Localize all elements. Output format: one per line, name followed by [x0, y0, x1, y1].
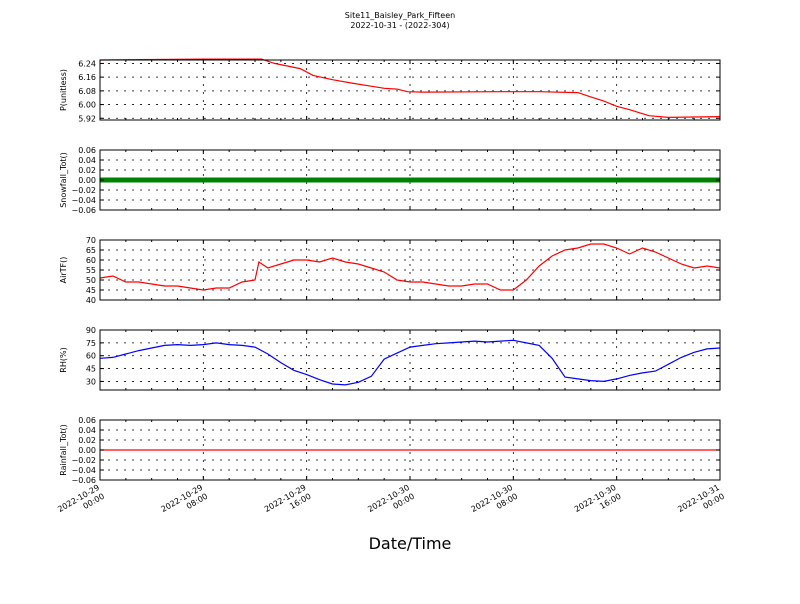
y-tick-label: 60 [86, 256, 96, 265]
chart-subtitle: 2022-10-31 - (2022-304) [350, 21, 450, 30]
y-tick-label: 55 [86, 266, 96, 275]
y-axis-label: P(unitless) [59, 69, 68, 111]
panel-5: −0.06−0.04−0.020.000.020.040.06 Rainfall_… [59, 416, 721, 485]
y-axis-label: Snowfall_Tot() [59, 152, 68, 208]
y-tick-label: −0.04 [71, 466, 96, 475]
y-tick-label: 0.00 [78, 176, 96, 185]
x-tick-label: 2022-10-3016:00 [573, 483, 623, 523]
y-axis-label: RH(%) [59, 347, 68, 372]
y-tick-label: 75 [86, 339, 96, 348]
chart-title: Site11_Baisley_Park_Fifteen [344, 11, 456, 20]
panel-4: 30 45 60 75 90 RH(%) [59, 326, 721, 391]
y-tick-label: 0.06 [78, 416, 96, 425]
y-tick-label: 6.00 [78, 101, 96, 110]
y-tick-label: 70 [86, 236, 96, 245]
y-tick-label: 90 [86, 326, 96, 335]
y-tick-label: 6.08 [78, 87, 96, 96]
y-tick-label: 0.00 [78, 446, 96, 455]
y-tick-label: 40 [86, 296, 96, 305]
y-tick-label: 65 [86, 246, 96, 255]
x-tick-label: 2022-10-3100:00 [676, 483, 726, 523]
x-tick-label: 2022-10-2916:00 [263, 483, 313, 523]
series-line [99, 58, 721, 119]
y-tick-label: 0.02 [78, 436, 96, 445]
y-tick-label: 0.02 [78, 166, 96, 175]
y-tick-label: 45 [86, 286, 96, 295]
y-tick-label: 60 [86, 352, 96, 361]
x-tick-label: 2022-10-2900:00 [56, 483, 106, 523]
y-tick-label: 5.92 [78, 114, 96, 123]
y-tick-label: 0.06 [78, 146, 96, 155]
x-tick-label: 2022-10-2908:00 [160, 483, 210, 523]
series-line [99, 339, 721, 386]
x-axis-label: Date/Time [368, 534, 452, 553]
y-tick-label: −0.02 [71, 456, 96, 465]
panel-1: 5.92 6.00 6.08 6.16 6.24 P(unitless) [59, 58, 721, 123]
y-tick-label: −0.06 [71, 476, 96, 485]
panel-2: −0.06−0.04−0.020.000.020.040.06 Snowfall_… [59, 146, 721, 215]
y-axis-label: Rainfall_Tot() [59, 424, 68, 476]
y-tick-label: 30 [86, 377, 96, 386]
x-tick-labels: 2022-10-2900:00 2022-10-2908:00 2022-10-29… [56, 483, 726, 523]
y-tick-label: −0.06 [71, 206, 96, 215]
y-tick-label: 6.24 [78, 59, 96, 68]
y-tick-label: 0.04 [78, 426, 96, 435]
x-tick-label: 2022-10-3008:00 [470, 483, 520, 523]
y-tick-label: 0.04 [78, 156, 96, 165]
y-tick-label: −0.02 [71, 186, 96, 195]
y-tick-label: 50 [86, 276, 96, 285]
series-line [99, 243, 721, 291]
y-tick-label: 45 [86, 365, 96, 374]
y-tick-label: −0.04 [71, 196, 96, 205]
y-tick-label: 6.16 [78, 73, 96, 82]
x-tick-label: 2022-10-3000:00 [366, 483, 416, 523]
y-axis-label: AirTF() [59, 257, 68, 284]
